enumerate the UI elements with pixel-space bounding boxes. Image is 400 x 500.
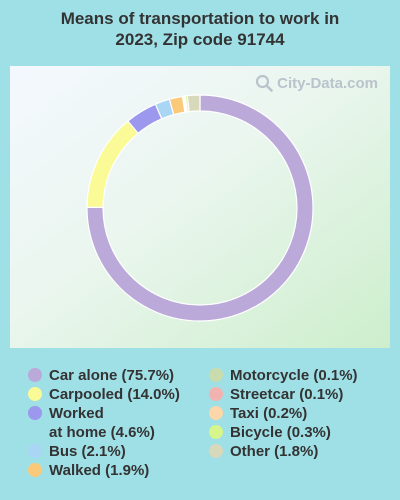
legend-label: Bus (2.1%) — [49, 443, 126, 460]
legend-item-carpooled: Carpooled (14.0%) — [28, 385, 208, 404]
legend-label: Streetcar (0.1%) — [230, 386, 344, 403]
legend-label: Walked (1.9%) — [49, 462, 150, 479]
watermark: City-Data.com — [255, 74, 378, 92]
legend-swatch — [209, 387, 223, 401]
watermark-text: City-Data.com — [277, 74, 378, 92]
legend-item-car-alone: Car alone (75.7%) — [28, 366, 208, 385]
legend-label: Motorcycle (0.1%) — [230, 367, 358, 384]
legend-swatch — [209, 368, 223, 382]
chart-title: Means of transportation to work in 2023, … — [60, 9, 340, 49]
legend-swatch — [209, 406, 223, 420]
slice-carpooled — [86, 120, 139, 208]
legend-column-1: Car alone (75.7%) Carpooled (14.0%) Worked… — [28, 366, 208, 480]
legend-swatch — [28, 444, 42, 458]
legend-label: Car alone (75.7%) — [49, 367, 175, 384]
legend-label: Taxi (0.2%) — [230, 405, 308, 422]
legend-item-streetcar: Streetcar (0.1%) — [209, 385, 394, 404]
legend-label: Bicycle (0.3%) — [230, 424, 331, 441]
legend-label: Other (1.8%) — [230, 443, 319, 460]
donut-chart — [86, 94, 314, 322]
chart-panel: City-Data.com — [10, 66, 390, 348]
legend-swatch — [28, 387, 42, 401]
legend-item-taxi: Taxi (0.2%) — [209, 404, 394, 423]
magnifier-icon — [256, 74, 273, 92]
legend-item-other: Other (1.8%) — [209, 442, 394, 461]
legend-item-motorcycle: Motorcycle (0.1%) — [209, 366, 394, 385]
legend-item-worked-at-home: Worked at home (4.6%) — [28, 404, 208, 442]
legend-label: Carpooled (14.0%) — [49, 386, 180, 403]
legend-item-bicycle: Bicycle (0.3%) — [209, 423, 394, 442]
legend-item-walked: Walked (1.9%) — [28, 461, 208, 480]
slice-car-alone — [86, 94, 314, 322]
legend-swatch — [28, 463, 42, 477]
legend-swatch — [209, 444, 223, 458]
legend-item-bus: Bus (2.1%) — [28, 442, 208, 461]
slice-other — [186, 94, 201, 113]
legend-swatch — [209, 425, 223, 439]
legend-swatch — [28, 368, 42, 382]
legend-label: Worked at home (4.6%) — [49, 405, 155, 441]
legend-swatch — [28, 406, 42, 420]
legend-column-2: Motorcycle (0.1%) Streetcar (0.1%) Taxi (0… — [209, 366, 394, 461]
